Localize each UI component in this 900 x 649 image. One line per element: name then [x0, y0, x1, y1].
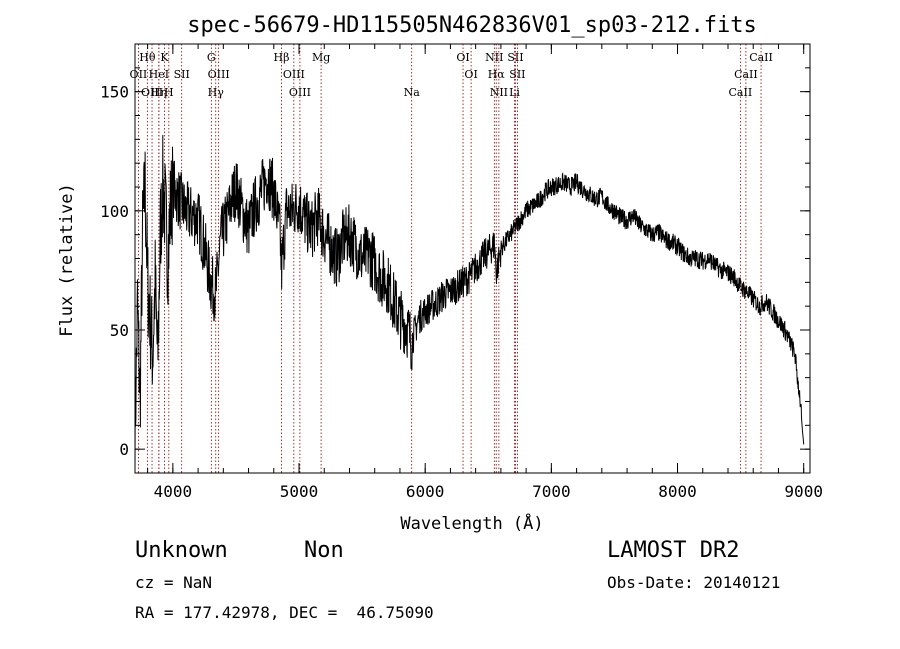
obs-date: Obs-Date: 20140121 — [607, 573, 781, 592]
x-axis-label: Wavelength (Å) — [400, 512, 543, 534]
spectral-line-label: Hγ — [208, 86, 225, 99]
redshift-readout: cz = NaN — [135, 573, 213, 592]
spectral-lines: OIIHθOIIIHeIHηKHSIIGOIIIHγHβOIIIOIIIMgNa… — [130, 44, 773, 473]
spectral-line-label: CaII — [734, 68, 758, 81]
object-subclass: Non — [304, 538, 344, 563]
spectral-line-label: CaII — [749, 51, 773, 64]
spectral-line-label: OIII — [289, 86, 311, 99]
spectral-line-label: OI — [464, 68, 477, 81]
y-tick-label: 100 — [100, 202, 129, 221]
spectral-line-label: SII — [174, 68, 190, 81]
spectral-line-label: Hβ — [274, 51, 290, 64]
spectral-line-label: OII — [130, 68, 148, 81]
spectral-line-label: NII — [490, 86, 508, 99]
flux-series-line — [134, 134, 805, 466]
spectral-line-label: OI — [456, 51, 469, 64]
spectral-line-label: SII — [507, 51, 523, 64]
spectral-line-label: Hα — [488, 68, 506, 81]
spectral-line-label: OIII — [283, 68, 305, 81]
x-tick-label: 4000 — [154, 482, 193, 501]
spectral-line-label: Na — [404, 86, 421, 99]
y-tick-label: 50 — [110, 321, 129, 340]
spectral-line-label: Mg — [312, 51, 330, 64]
spectral-line-label: NII — [485, 51, 503, 64]
x-tick-label: 8000 — [658, 482, 697, 501]
spectrum-series — [134, 134, 805, 466]
spectral-line-label: Li — [509, 86, 520, 99]
coordinates: RA = 177.42978, DEC = 46.75090 — [135, 603, 434, 622]
spectral-line-label: HeI — [149, 68, 169, 81]
object-class: Unknown — [135, 538, 228, 563]
chart-title: spec-56679-HD115505N462836V01_sp03-212.f… — [187, 13, 757, 38]
spectral-line-label: SII — [509, 68, 525, 81]
y-tick-label: 150 — [100, 83, 129, 102]
spectral-line-label: K — [160, 51, 169, 64]
spectral-line-label: Hθ — [139, 51, 156, 64]
spectral-line-label: CaII — [729, 86, 753, 99]
x-tick-label: 7000 — [532, 482, 571, 501]
x-tick-label: 9000 — [784, 482, 823, 501]
x-tick-label: 5000 — [280, 482, 319, 501]
spectral-line-label: H — [164, 86, 174, 99]
y-axis-label: Flux (relative) — [57, 183, 77, 337]
x-tick-label: 6000 — [406, 482, 445, 501]
spectral-line-label: Hη — [151, 86, 167, 99]
spectral-line-label: OIII — [141, 86, 163, 99]
y-tick-label: 0 — [119, 440, 129, 459]
spectral-line-label: G — [207, 51, 216, 64]
axes: 4000 5000 6000 7000 8000 9000 0 50 100 150 — [100, 43, 823, 501]
spectral-line-label: OIII — [208, 68, 230, 81]
survey-name: LAMOST DR2 — [607, 538, 740, 563]
